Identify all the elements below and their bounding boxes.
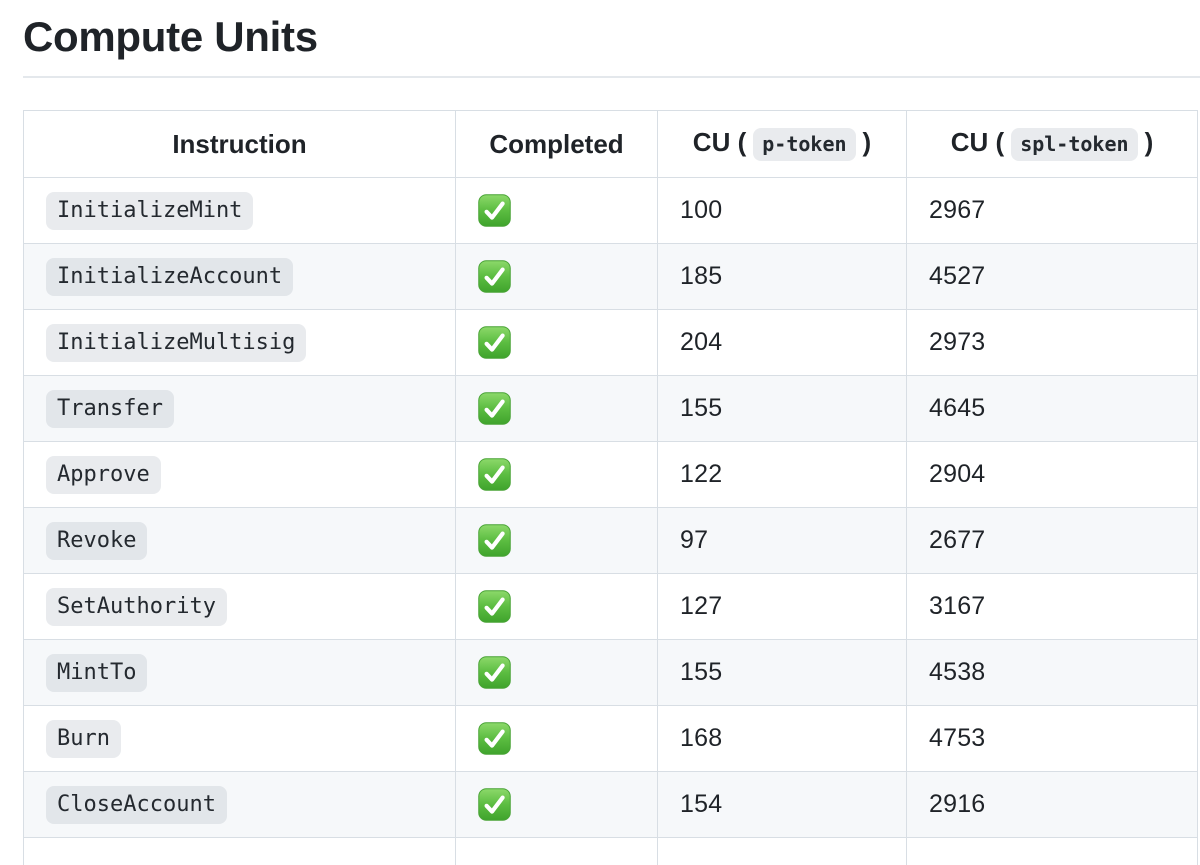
column-header-completed: Completed [455, 110, 658, 179]
cu-p-token-cell: 100 [657, 177, 907, 245]
cu-spl-token-cell: 2916 [906, 771, 1198, 839]
cu-spl-token-suffix: ) [1144, 127, 1154, 158]
page-title: Compute Units [23, 12, 1200, 79]
cu-p-token-cell: 122 [657, 441, 907, 509]
cu-spl-token-cell: 2973 [906, 309, 1198, 377]
check-mark-icon [478, 722, 511, 756]
check-mark-icon [478, 194, 511, 228]
instruction-code-chip: InitializeAccount [46, 258, 294, 296]
table-row: InitializeMint 100 2967 [23, 177, 1198, 245]
instruction-code-chip: SetAuthority [46, 588, 227, 626]
table-cell-empty [23, 837, 456, 865]
table-header: Instruction Completed CU (p-token) CU (s… [23, 110, 1198, 179]
cu-p-token-prefix: CU ( [692, 127, 747, 158]
check-mark-icon [478, 788, 511, 822]
check-mark-icon [478, 590, 511, 624]
cu-p-token-cell: 155 [657, 639, 907, 707]
instruction-code-chip: Revoke [46, 522, 148, 560]
instruction-code-chip: Burn [46, 720, 121, 758]
check-mark-icon [478, 458, 511, 492]
cu-spl-token-prefix: CU ( [950, 127, 1005, 158]
instruction-code-chip: CloseAccount [46, 786, 227, 824]
cu-p-token-cell: 204 [657, 309, 907, 377]
check-mark-icon [478, 656, 511, 690]
instruction-cell: CloseAccount [23, 771, 456, 839]
table-row: Burn 168 4753 [23, 705, 1198, 773]
table-row: Revoke 97 2677 [23, 507, 1198, 575]
table-body-overflow [23, 837, 1198, 865]
check-mark-icon [478, 392, 511, 426]
instruction-cell: Revoke [23, 507, 456, 575]
table-row: Transfer 155 4645 [23, 375, 1198, 443]
spl-token-code-chip: spl-token [1011, 128, 1138, 162]
column-header-completed-label: Completed [489, 128, 624, 159]
cu-spl-token-cell: 2904 [906, 441, 1198, 509]
table-row: InitializeAccount 185 4527 [23, 243, 1198, 311]
check-mark-icon [478, 326, 511, 360]
completed-cell [455, 705, 658, 773]
instruction-cell: InitializeMultisig [23, 309, 456, 377]
cu-spl-token-cell: 4753 [906, 705, 1198, 773]
completed-cell [455, 507, 658, 575]
compute-units-table: Instruction Completed CU (p-token) CU (s… [23, 110, 1198, 865]
completed-cell [455, 639, 658, 707]
cu-spl-token-cell: 2677 [906, 507, 1198, 575]
completed-cell [455, 309, 658, 377]
check-mark-icon [478, 260, 511, 294]
table-row: Approve 122 2904 [23, 441, 1198, 509]
table-row: SetAuthority 127 3167 [23, 573, 1198, 641]
cu-p-token-cell: 168 [657, 705, 907, 773]
completed-cell [455, 375, 658, 443]
cu-p-token-cell: 154 [657, 771, 907, 839]
cu-spl-token-cell: 4527 [906, 243, 1198, 311]
instruction-code-chip: MintTo [46, 654, 148, 692]
table-body: InitializeMint 100 2967 InitializeAccoun… [23, 177, 1198, 839]
column-header-cu-spl-token: CU (spl-token) [906, 110, 1198, 179]
cu-spl-token-cell: 4538 [906, 639, 1198, 707]
completed-cell [455, 177, 658, 245]
instruction-code-chip: InitializeMint [46, 192, 254, 230]
instruction-code-chip: Transfer [46, 390, 174, 428]
cu-spl-token-cell: 3167 [906, 573, 1198, 641]
column-header-cu-p-token: CU (p-token) [657, 110, 907, 179]
partial-clipped-row [23, 837, 1198, 865]
instruction-cell: InitializeMint [23, 177, 456, 245]
instruction-cell: Approve [23, 441, 456, 509]
column-header-instruction: Instruction [23, 110, 456, 179]
table-row: InitializeMultisig 204 2973 [23, 309, 1198, 377]
cu-p-token-cell: 97 [657, 507, 907, 575]
instruction-cell: Transfer [23, 375, 456, 443]
instruction-code-chip: Approve [46, 456, 161, 494]
instruction-cell: InitializeAccount [23, 243, 456, 311]
table-cell-empty [455, 837, 658, 865]
table-row: CloseAccount 154 2916 [23, 771, 1198, 839]
cu-spl-token-cell: 2967 [906, 177, 1198, 245]
cu-p-token-suffix: ) [862, 127, 872, 158]
table-row: MintTo 155 4538 [23, 639, 1198, 707]
column-header-instruction-label: Instruction [172, 128, 307, 159]
cu-spl-token-cell: 4645 [906, 375, 1198, 443]
table-cell-empty [906, 837, 1198, 865]
completed-cell [455, 243, 658, 311]
completed-cell [455, 771, 658, 839]
cu-p-token-cell: 155 [657, 375, 907, 443]
cu-p-token-cell: 185 [657, 243, 907, 311]
cu-p-token-cell: 127 [657, 573, 907, 641]
instruction-cell: SetAuthority [23, 573, 456, 641]
instruction-cell: MintTo [23, 639, 456, 707]
p-token-code-chip: p-token [753, 128, 856, 162]
instruction-cell: Burn [23, 705, 456, 773]
completed-cell [455, 441, 658, 509]
check-mark-icon [478, 524, 511, 558]
instruction-code-chip: InitializeMultisig [46, 324, 307, 362]
table-cell-empty [657, 837, 907, 865]
completed-cell [455, 573, 658, 641]
header-row: Instruction Completed CU (p-token) CU (s… [23, 110, 1198, 179]
